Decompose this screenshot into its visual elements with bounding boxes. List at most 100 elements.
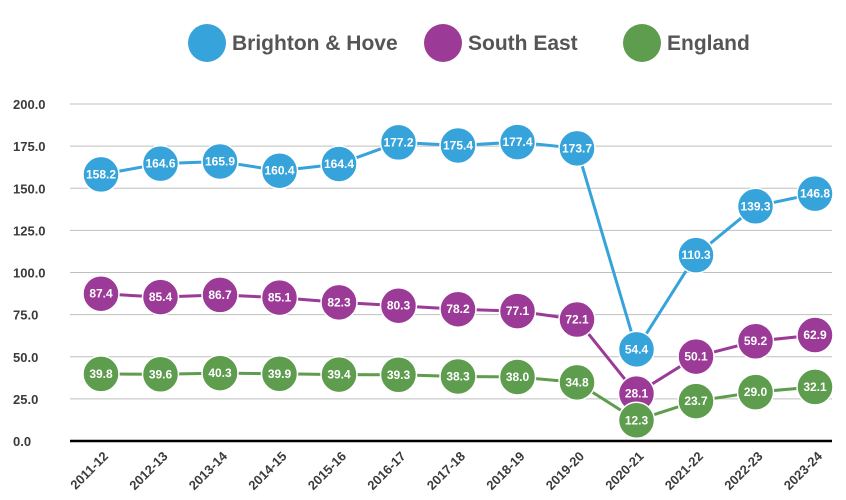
data-point-marker [439, 126, 477, 165]
data-point: 32.1 [796, 368, 834, 406]
data-point: 77.1 [498, 292, 537, 330]
data-point: 39.6 [141, 355, 180, 394]
y-axis-ticks: 0.0 25.0 50.0 75.0 100.0 125.0 150.0 175.0 200.0 [13, 97, 46, 449]
data-label: 86.7 [208, 288, 232, 302]
data-point-marker [617, 330, 656, 369]
data-label: 78.2 [446, 302, 470, 316]
data-point: 23.7 [677, 382, 715, 420]
data-label: 160.4 [264, 164, 294, 178]
data-label: 72.1 [565, 313, 589, 327]
data-point-marker [498, 358, 537, 396]
data-label: 62.9 [803, 328, 827, 342]
data-label: 110.3 [681, 248, 711, 262]
data-point: 62.9 [796, 316, 834, 354]
x-tick-label: 2022-23 [721, 449, 765, 493]
data-point-marker [498, 292, 537, 330]
data-label: 164.4 [324, 157, 354, 171]
data-point: 28.1 [617, 374, 656, 413]
data-point: 82.3 [320, 283, 358, 322]
data-point-marker [796, 368, 834, 406]
data-point-marker [141, 278, 180, 316]
data-point-marker [439, 290, 477, 328]
data-label: 85.4 [149, 290, 173, 304]
data-label: 158.2 [86, 167, 116, 181]
data-point-marker [260, 151, 299, 190]
legend-marker [623, 24, 661, 62]
data-point-marker [82, 155, 120, 194]
data-point-marker [379, 356, 418, 394]
y-tick-label: 200.0 [13, 97, 46, 112]
data-label: 77.1 [506, 304, 530, 318]
data-point-marker [796, 174, 834, 213]
data-label: 175.4 [443, 138, 473, 152]
data-point-marker [736, 322, 775, 360]
data-point: 29.0 [736, 373, 775, 411]
data-point: 164.4 [320, 145, 358, 183]
data-label: 177.4 [502, 135, 532, 149]
data-label: 23.7 [684, 394, 708, 408]
x-tick-label: 2021-22 [662, 449, 706, 493]
data-label: 39.6 [149, 367, 173, 381]
data-label: 32.1 [803, 380, 827, 394]
data-label: 12.3 [625, 413, 649, 427]
data-label: 139.3 [740, 199, 770, 213]
x-tick-label: 2012-13 [126, 449, 170, 493]
x-tick-label: 2011-12 [67, 449, 111, 493]
data-point: 39.9 [260, 355, 299, 393]
data-point-marker [558, 129, 596, 168]
legend-item-1: Brighton & Hove [188, 24, 398, 62]
data-point: 160.4 [260, 151, 299, 190]
data-point-marker [558, 363, 596, 402]
legend-marker [424, 24, 462, 62]
data-label: 34.8 [565, 375, 589, 389]
data-label: 87.4 [89, 287, 113, 301]
y-tick-label: 150.0 [13, 181, 46, 196]
data-point-marker [320, 283, 358, 322]
data-label: 165.9 [205, 154, 235, 168]
data-points: 158.2 164.6 165.9 160.4 164.4 177.2 175.4 177.4… [82, 123, 834, 440]
data-point-marker [82, 355, 120, 393]
data-label: 59.2 [744, 334, 768, 348]
x-tick-label: 2020-21 [602, 449, 646, 493]
data-label: 82.3 [327, 295, 351, 309]
y-tick-label: 25.0 [13, 392, 38, 407]
data-point-marker [617, 401, 656, 440]
legend-label: England [667, 32, 750, 55]
data-point: 38.3 [439, 357, 477, 396]
y-tick-label: 175.0 [13, 139, 46, 154]
x-axis-ticks: 2011-12 2012-13 2013-14 2014-15 2015-16 2016-… [67, 448, 825, 493]
x-tick-label: 2023-24 [781, 448, 826, 493]
x-tick-label: 2019-20 [543, 449, 587, 493]
data-label: 39.9 [268, 367, 292, 381]
data-point-marker [677, 382, 715, 420]
legend-label: South East [468, 32, 578, 55]
data-label: 85.1 [268, 291, 292, 305]
data-point-marker [379, 123, 418, 162]
data-point-marker [141, 355, 180, 394]
data-point: 85.1 [260, 278, 299, 317]
data-label: 173.7 [562, 141, 592, 155]
data-point: 40.3 [201, 354, 239, 392]
data-label: 40.3 [208, 366, 232, 380]
data-point-marker [796, 316, 834, 354]
data-point-marker [320, 355, 358, 394]
data-point: 87.4 [82, 274, 120, 313]
x-tick-label: 2014-15 [245, 449, 289, 493]
x-tick-label: 2018-19 [483, 449, 527, 493]
data-point: 86.7 [201, 276, 239, 314]
data-point: 165.9 [201, 142, 239, 181]
legend-item-2: South East [424, 24, 578, 62]
data-point: 39.3 [379, 356, 418, 394]
data-point: 177.2 [379, 123, 418, 162]
data-point: 173.7 [558, 129, 596, 168]
data-point: 80.3 [379, 286, 418, 325]
data-label: 50.1 [684, 350, 708, 364]
data-point: 177.4 [498, 123, 537, 161]
data-point: 59.2 [736, 322, 775, 360]
data-point-marker [558, 300, 596, 339]
data-point: 164.6 [141, 144, 180, 183]
data-point-marker [736, 373, 775, 411]
data-point: 54.4 [617, 330, 656, 369]
